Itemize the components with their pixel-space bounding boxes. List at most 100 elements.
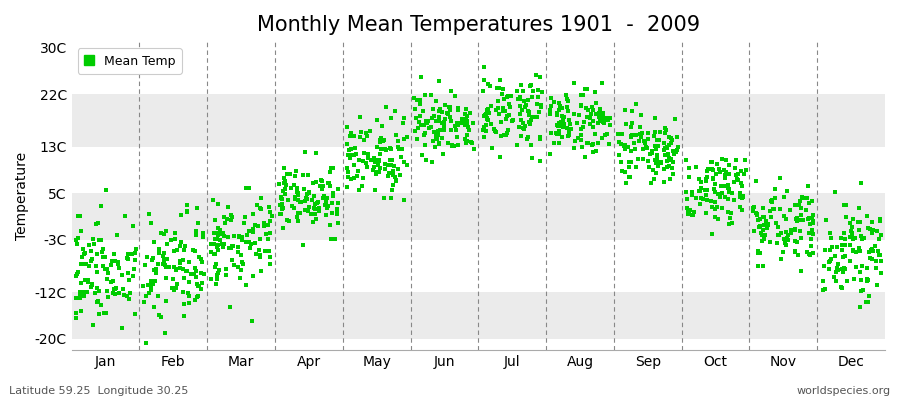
Point bbox=[290, 185, 304, 192]
Point bbox=[288, 173, 302, 179]
Point bbox=[817, 263, 832, 269]
Point bbox=[709, 160, 724, 167]
Point bbox=[356, 183, 370, 189]
Point bbox=[533, 158, 547, 164]
Point bbox=[460, 113, 474, 120]
Point bbox=[862, 249, 877, 255]
Point bbox=[790, 238, 805, 245]
Point bbox=[718, 174, 733, 180]
Point bbox=[571, 134, 585, 141]
Point bbox=[188, 274, 202, 280]
Point bbox=[464, 138, 478, 145]
Point bbox=[550, 122, 564, 128]
Point bbox=[531, 94, 545, 100]
Point bbox=[855, 262, 869, 269]
Point bbox=[658, 145, 672, 151]
Point bbox=[246, 210, 260, 217]
Point bbox=[444, 118, 458, 124]
Point bbox=[498, 108, 512, 114]
Point bbox=[91, 220, 105, 226]
Point bbox=[749, 210, 763, 216]
Point bbox=[383, 115, 398, 122]
Point bbox=[588, 131, 602, 138]
Point bbox=[839, 214, 853, 221]
Point bbox=[321, 179, 336, 186]
Point bbox=[621, 144, 635, 150]
Point bbox=[698, 178, 713, 184]
Point bbox=[574, 126, 589, 132]
Point bbox=[166, 248, 181, 254]
Point bbox=[378, 146, 392, 152]
Point bbox=[529, 72, 544, 78]
Point bbox=[796, 216, 810, 223]
Point bbox=[226, 242, 240, 249]
Point bbox=[342, 147, 356, 153]
Point bbox=[625, 124, 639, 130]
Point bbox=[833, 283, 848, 290]
Point bbox=[400, 162, 414, 168]
Point bbox=[208, 217, 222, 223]
Point bbox=[212, 230, 226, 236]
Point bbox=[779, 188, 794, 194]
Point bbox=[851, 219, 866, 225]
Point bbox=[484, 121, 499, 127]
Point bbox=[74, 228, 88, 234]
Point bbox=[559, 91, 573, 98]
Point bbox=[636, 146, 651, 152]
Point bbox=[204, 275, 219, 282]
Point bbox=[662, 134, 676, 140]
Point bbox=[390, 132, 404, 138]
Point bbox=[282, 218, 296, 224]
Point bbox=[721, 208, 735, 215]
Point bbox=[432, 140, 446, 146]
Point bbox=[138, 262, 152, 268]
Point bbox=[589, 110, 603, 117]
Point bbox=[712, 165, 726, 172]
Point bbox=[546, 99, 561, 106]
Point bbox=[778, 241, 793, 248]
Point bbox=[320, 197, 334, 203]
Point bbox=[852, 205, 867, 212]
Point bbox=[177, 243, 192, 249]
Point bbox=[552, 131, 566, 138]
Point bbox=[715, 205, 729, 211]
Point bbox=[174, 239, 188, 246]
Point bbox=[101, 294, 115, 300]
Point bbox=[219, 272, 233, 278]
Point bbox=[805, 198, 819, 204]
Point bbox=[217, 240, 231, 247]
Point bbox=[595, 113, 609, 119]
Point bbox=[657, 179, 671, 185]
Point bbox=[344, 130, 358, 136]
Point bbox=[430, 134, 445, 141]
Point bbox=[446, 143, 461, 149]
Point bbox=[710, 216, 724, 222]
Point bbox=[426, 106, 440, 112]
Point bbox=[662, 176, 677, 182]
Point bbox=[274, 211, 288, 217]
Point bbox=[872, 252, 886, 258]
Point bbox=[76, 246, 90, 252]
Point bbox=[274, 195, 288, 202]
Point bbox=[377, 194, 392, 201]
Point bbox=[108, 258, 122, 264]
Point bbox=[800, 194, 814, 201]
Point bbox=[722, 188, 736, 195]
Point bbox=[771, 232, 786, 238]
Point bbox=[836, 269, 850, 276]
Point bbox=[182, 292, 196, 299]
Point bbox=[196, 270, 211, 277]
Point bbox=[223, 245, 238, 252]
Point bbox=[99, 187, 113, 193]
Point bbox=[263, 254, 277, 260]
Point bbox=[184, 271, 199, 277]
Point bbox=[290, 214, 304, 220]
Point bbox=[750, 211, 764, 217]
Point bbox=[831, 260, 845, 267]
Point bbox=[169, 266, 184, 272]
Point bbox=[612, 139, 626, 145]
Point bbox=[514, 117, 528, 123]
Point bbox=[874, 258, 888, 264]
Point bbox=[290, 189, 304, 195]
Point bbox=[213, 227, 228, 233]
